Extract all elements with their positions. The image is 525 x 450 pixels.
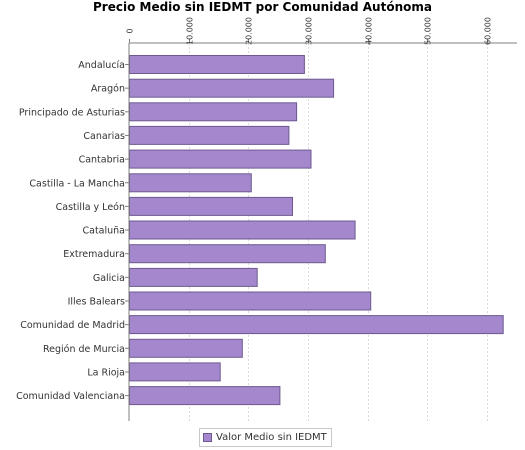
category-label: Región de Murcia xyxy=(43,344,125,355)
bar xyxy=(129,149,312,169)
category-label: Comunidad de Madrid xyxy=(20,320,125,331)
category-label: Andalucía xyxy=(78,60,125,71)
x-tick-label: 30.000 xyxy=(305,17,314,45)
category-label: Castilla y León xyxy=(56,202,125,213)
category-label: Castilla - La Mancha xyxy=(29,178,125,189)
x-tick-label: 20.000 xyxy=(245,17,254,45)
bar xyxy=(129,267,258,287)
bar xyxy=(129,173,252,193)
category-label: La Rioja xyxy=(87,367,125,378)
bar xyxy=(129,386,281,406)
bar xyxy=(129,244,326,264)
x-tick-label: 0 xyxy=(126,28,135,33)
category-label: Illes Balears xyxy=(68,297,125,308)
bar xyxy=(129,55,305,74)
chart-title: Precio Medio sin IEDMT por Comunidad Aut… xyxy=(93,0,432,14)
legend-label: Valor Medio sin IEDMT xyxy=(216,432,327,443)
bar xyxy=(129,196,293,216)
bar xyxy=(129,125,290,145)
x-tick-label: 60.000 xyxy=(484,17,493,45)
category-label: Canarias xyxy=(83,131,125,142)
bar xyxy=(129,220,356,240)
x-tick-label: 50.000 xyxy=(424,17,433,45)
category-label: Cantabria xyxy=(79,155,125,166)
bar xyxy=(129,362,221,382)
category-label: Comunidad Valenciana xyxy=(16,391,125,402)
legend: Valor Medio sin IEDMT xyxy=(199,428,332,447)
bar xyxy=(129,338,243,358)
x-axis-ticks: 0 10.000 20.000 30.000 40.000 50.000 60.000 xyxy=(126,17,493,45)
category-label: Cataluña xyxy=(82,226,125,237)
category-label: Extremadura xyxy=(63,249,125,260)
legend-swatch xyxy=(203,433,212,442)
bar xyxy=(129,102,298,122)
category-label: Aragón xyxy=(91,84,125,95)
x-tick-label: 40.000 xyxy=(365,17,374,45)
bar xyxy=(129,291,372,311)
bars xyxy=(129,55,504,406)
category-label: Galicia xyxy=(93,273,125,284)
x-tick-label: 10.000 xyxy=(186,17,195,45)
bar xyxy=(129,78,335,98)
bar xyxy=(129,315,504,335)
category-labels: Andalucía Aragón Principado de Asturias Can… xyxy=(16,60,129,402)
category-label: Principado de Asturias xyxy=(19,107,125,118)
